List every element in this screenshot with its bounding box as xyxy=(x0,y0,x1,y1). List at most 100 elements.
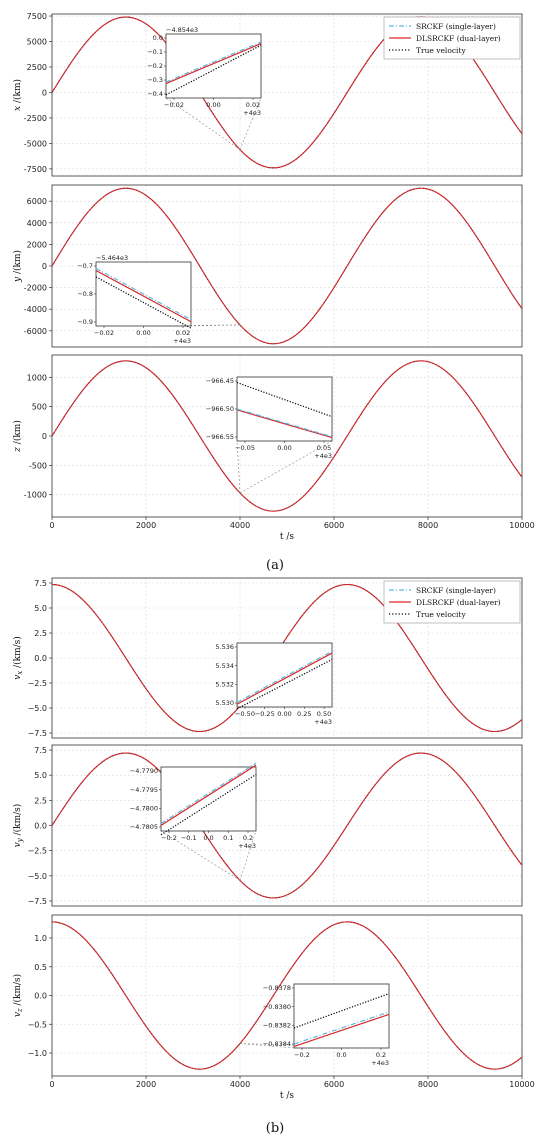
inset-x-tick-label: 0.02 xyxy=(246,101,260,109)
inset-y-tick-label: −0.9 xyxy=(77,318,93,326)
plot-frame xyxy=(51,914,523,1077)
inset-series-line-1 xyxy=(165,41,262,83)
inset-connector xyxy=(239,1043,295,1049)
inset-x-tick-label: 0.2 xyxy=(243,834,253,842)
inset-y-tick-label: −0.4 xyxy=(147,90,163,98)
y-tick-label: −2.5 xyxy=(28,847,47,856)
x-tick-label: 0 xyxy=(49,521,54,530)
y-axis-label: x /(km) xyxy=(12,79,23,111)
y-tick-label: -2000 xyxy=(24,284,47,293)
inset-y-tick-label: −0.8 xyxy=(77,290,93,298)
inset-x-offset: +4e3 xyxy=(173,337,191,345)
inset-series-line-2 xyxy=(293,1013,390,1047)
inset-x-tick-label: 0.1 xyxy=(223,834,233,842)
y-tick-label: 1000 xyxy=(27,373,47,382)
inset-connector xyxy=(236,440,241,493)
y-tick-label: -1000 xyxy=(24,491,47,500)
x-tick-label: 10000 xyxy=(509,1080,534,1089)
inset-x-offset: +4e3 xyxy=(371,1059,389,1067)
x-tick-label: 6000 xyxy=(324,521,344,530)
y-tick-label: -7500 xyxy=(24,165,47,174)
series-line-2 xyxy=(51,752,523,899)
plot-frame xyxy=(51,13,523,177)
y-tick-label: −7.5 xyxy=(28,897,47,906)
inset-y-tick-label: −966.55 xyxy=(206,433,234,441)
inset-x-tick-label: −0.02 xyxy=(164,101,184,109)
inset-y-tick-label: 5.532 xyxy=(215,681,234,689)
inset-x-tick-label: −0.50 xyxy=(235,710,255,718)
inset-zoom: −966.45 −966.50 −966.55−0.05 0.00 0.05+4e3 xyxy=(206,376,333,494)
inset-x-offset: +4e3 xyxy=(314,718,332,726)
inset-y-tick-label: −0.2 xyxy=(147,62,163,70)
inset-x-tick-label: 0.00 xyxy=(277,444,291,452)
y-tick-label: 7.5 xyxy=(34,746,47,755)
y-axis-label: z /(km) xyxy=(12,420,23,453)
inset-series-line-3 xyxy=(236,658,333,710)
inset-y-tick-label: −0.8378 xyxy=(263,984,291,992)
inset-zoom: 0.0 −0.1 −0.2 −0.3 −0.4−0.02 0.00 0.02+4e3 −4.8… xyxy=(147,26,262,150)
caption-a: (a) xyxy=(266,558,284,573)
legend: SRCKF (single-layer) DLSRCKF (dual-layer)… xyxy=(383,16,521,60)
inset-y-tick-label: −0.8380 xyxy=(263,1003,291,1011)
inset-zoom: −4.7790 −4.7795 −4.7800 −4.7805−0.2 −0.1 0.0 0… xyxy=(130,762,257,881)
inset-series-line-2 xyxy=(165,43,262,85)
inset-x-tick-label: −0.02 xyxy=(94,329,114,337)
inset-connector xyxy=(239,830,257,881)
inset-y-tick-label: −0.3 xyxy=(147,76,163,84)
inset-x-tick-label: 0.0 xyxy=(203,834,213,842)
legend-label: True velocity xyxy=(416,610,466,619)
x-tick-label: 10000 xyxy=(509,521,534,530)
inset-x-tick-label: −0.2 xyxy=(161,834,177,842)
inset-x-tick-label: 0.50 xyxy=(317,710,331,718)
inset-series-line-1 xyxy=(293,1011,390,1045)
inset-connector xyxy=(239,440,333,494)
chart-panel-6: 1.0 0.5 0.0 −0.5 −1.0 0 2000 4000 6000 8000 10000 t… xyxy=(12,914,535,1101)
series-line-2 xyxy=(51,921,523,1070)
y-tick-label: 2000 xyxy=(27,240,47,249)
inset-zoom: −0.7 −0.8 −0.9−0.02 0.00 0.02+4e3 −5.464e3 xyxy=(77,254,241,345)
y-tick-label: −5.0 xyxy=(28,704,47,713)
y-tick-label: 1.0 xyxy=(34,934,47,943)
inset-x-offset: +4e3 xyxy=(238,842,256,850)
plot-frame xyxy=(51,744,523,907)
inset-connector xyxy=(239,97,262,150)
x-axis-label: t /s xyxy=(280,532,295,542)
x-tick-label: 8000 xyxy=(418,1080,438,1089)
inset-y-tick-label: −4.7795 xyxy=(130,786,158,794)
inset-series-line-1 xyxy=(95,267,192,321)
y-tick-label: 2.5 xyxy=(34,629,47,638)
y-tick-label: −2.5 xyxy=(28,679,47,688)
series-line-2 xyxy=(51,187,523,345)
y-tick-label: −1.0 xyxy=(28,1049,47,1058)
inset-x-tick-label: −0.05 xyxy=(235,444,255,452)
inset-series-line-3 xyxy=(236,381,333,418)
inset-x-tick-label: −0.1 xyxy=(181,834,197,842)
inset-frame xyxy=(293,983,390,1049)
inset-series-line-1 xyxy=(236,650,333,703)
inset-y-tick-label: −0.8384 xyxy=(263,1040,291,1048)
inset-zoom: −0.8378 −0.8380 −0.8382 −0.8384−0.2 0.0 0.2+4… xyxy=(239,983,390,1067)
inset-series-line-3 xyxy=(165,44,262,96)
y-tick-label: -2500 xyxy=(24,114,47,123)
legend-label: DLSRCKF (dual-layer) xyxy=(416,598,501,607)
inset-y-tick-label: −0.8382 xyxy=(263,1022,291,1030)
legend-label: SRCKF (single-layer) xyxy=(416,22,496,31)
inset-connector xyxy=(190,324,241,327)
inset-connector xyxy=(165,97,241,150)
y-tick-label: 7500 xyxy=(27,12,47,21)
inset-series-line-3 xyxy=(160,774,257,836)
x-tick-label: 8000 xyxy=(418,521,438,530)
inset-y-tick-label: −4.7790 xyxy=(130,767,158,775)
inset-x-tick-label: 0.05 xyxy=(317,444,331,452)
y-tick-label: 6000 xyxy=(27,197,47,206)
y-tick-label: 0 xyxy=(42,262,47,271)
inset-series-line-1 xyxy=(160,762,257,824)
inset-connector xyxy=(160,830,241,881)
y-tick-label: 0 xyxy=(42,432,47,441)
inset-frame xyxy=(236,642,333,708)
inset-series-line-2 xyxy=(236,409,333,439)
inset-frame xyxy=(160,766,257,832)
y-axis-label: y /(km) xyxy=(12,250,23,283)
